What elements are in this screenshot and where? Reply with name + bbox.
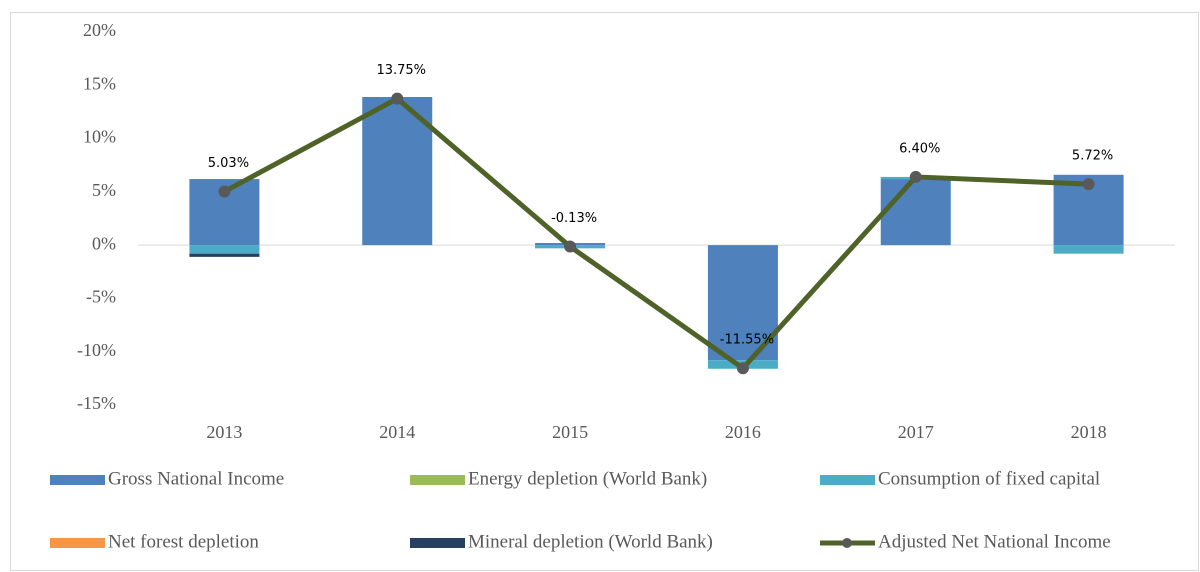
bar-segment — [189, 245, 260, 254]
data-label: 6.40% — [899, 141, 940, 156]
data-label: 5.72% — [1072, 149, 1113, 164]
x-tick-label: 2013 — [206, 422, 242, 442]
legend-label: Adjusted Net National Income — [878, 531, 1111, 552]
data-label: 5.03% — [208, 156, 249, 171]
line-marker — [909, 170, 922, 183]
legend-swatch — [410, 475, 465, 485]
y-tick-label: 5% — [92, 180, 116, 200]
legend-swatch — [820, 475, 875, 485]
chart-frame — [10, 12, 1199, 571]
line — [223, 96, 1089, 371]
legend-label: Energy depletion (World Bank) — [468, 468, 707, 489]
legend-swatch — [50, 475, 105, 485]
line-marker — [564, 240, 577, 253]
x-tick-label: 2016 — [725, 422, 761, 442]
y-tick-label: 15% — [83, 73, 116, 93]
line-marker — [1082, 178, 1095, 191]
y-tick-label: 0% — [92, 233, 116, 253]
data-label: -0.13% — [551, 211, 597, 226]
line-marker — [218, 185, 231, 198]
bar-segment — [880, 179, 951, 246]
data-label: 13.75% — [376, 63, 426, 78]
line-marker — [391, 92, 404, 105]
legend-swatch — [410, 538, 465, 548]
x-tick-label: 2014 — [379, 422, 415, 442]
legend-label: Net forest depletion — [108, 531, 259, 552]
legend-label: Mineral depletion (World Bank) — [468, 531, 713, 552]
y-tick-label: -10% — [77, 340, 116, 360]
y-tick-label: -15% — [77, 393, 116, 413]
legend-label: Consumption of fixed capital — [878, 468, 1100, 489]
line-marker — [736, 362, 749, 375]
bar-segment — [189, 253, 260, 257]
y-tick-label: 20% — [83, 20, 116, 40]
legend-label: Gross National Income — [108, 468, 284, 489]
y-tick-label: 10% — [83, 127, 116, 147]
x-tick-label: 2015 — [552, 422, 588, 442]
legend-marker — [842, 538, 852, 548]
x-tick-label: 2017 — [898, 422, 934, 442]
data-label: -11.55% — [720, 333, 774, 348]
bar-segment — [1053, 245, 1124, 254]
legend-swatch — [50, 538, 105, 548]
y-tick-label: -5% — [86, 287, 116, 307]
x-tick-label: 2018 — [1071, 422, 1107, 442]
